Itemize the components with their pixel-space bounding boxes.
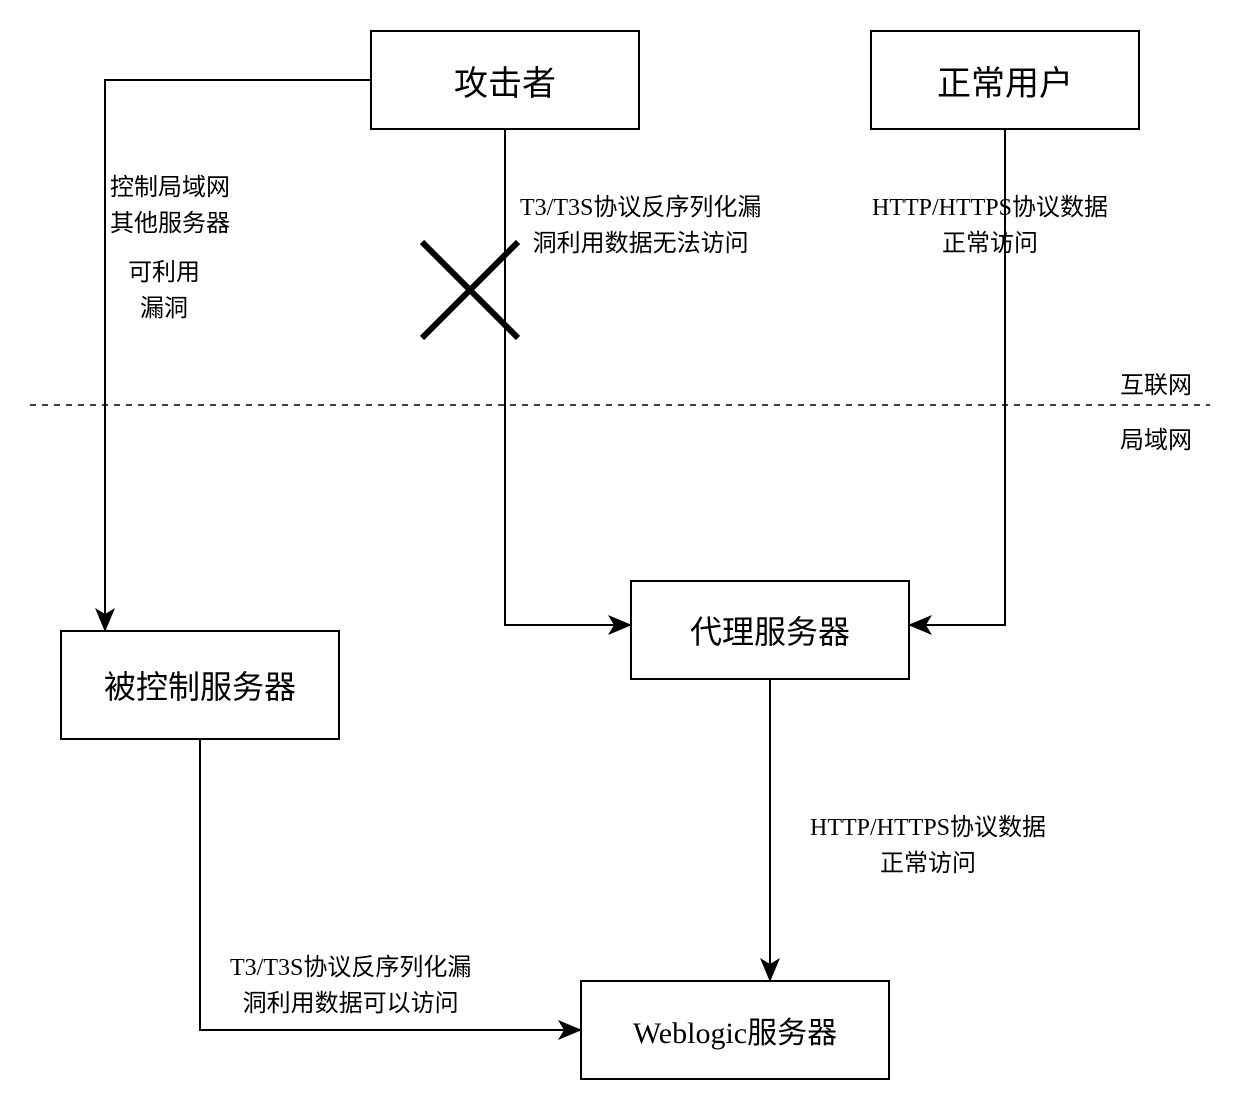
label-http-normal-bottom-line2: 正常访问 bbox=[810, 846, 1046, 882]
label-http-normal-top-line1: HTTP/HTTPS协议数据 bbox=[860, 190, 1120, 226]
zone-internet: 互联网 bbox=[1120, 365, 1192, 400]
label-lan-control-line2: 其他服务器 bbox=[110, 206, 230, 242]
label-http-normal-bottom: HTTP/HTTPS协议数据 正常访问 bbox=[810, 810, 1046, 882]
label-t3-accessible-line2: 洞利用数据可以访问 bbox=[230, 986, 471, 1022]
label-t3-blocked: T3/T3S协议反序列化漏 洞利用数据无法访问 bbox=[520, 190, 761, 262]
node-normal-user-label: 正常用户 bbox=[937, 56, 1073, 105]
node-proxy-server-label: 代理服务器 bbox=[690, 607, 850, 653]
node-controlled-server: 被控制服务器 bbox=[60, 630, 340, 740]
label-lan-control-line1: 控制局域网 bbox=[110, 170, 230, 206]
label-t3-accessible: T3/T3S协议反序列化漏 洞利用数据可以访问 bbox=[230, 950, 471, 1022]
zone-internet-label: 互联网 bbox=[1120, 373, 1192, 399]
label-exploitable: 可利用 漏洞 bbox=[128, 255, 200, 327]
edge-attacker-to-lan bbox=[105, 80, 370, 630]
node-weblogic-server-label: Weblogic服务器 bbox=[633, 1008, 837, 1052]
node-weblogic-server: Weblogic服务器 bbox=[580, 980, 890, 1080]
label-lan-control: 控制局域网 其他服务器 bbox=[110, 170, 230, 242]
label-http-normal-top-line2: 正常访问 bbox=[860, 226, 1120, 262]
zone-lan-label: 局域网 bbox=[1120, 428, 1192, 454]
node-proxy-server: 代理服务器 bbox=[630, 580, 910, 680]
label-t3-blocked-line1: T3/T3S协议反序列化漏 bbox=[520, 190, 761, 226]
cross-icon bbox=[422, 242, 518, 338]
label-t3-accessible-line1: T3/T3S协议反序列化漏 bbox=[230, 950, 471, 986]
label-http-normal-bottom-line1: HTTP/HTTPS协议数据 bbox=[810, 810, 1046, 846]
label-http-normal-top: HTTP/HTTPS协议数据 正常访问 bbox=[860, 190, 1120, 262]
label-exploitable-line2: 漏洞 bbox=[128, 291, 200, 327]
node-attacker-label: 攻击者 bbox=[454, 56, 556, 105]
zone-lan: 局域网 bbox=[1120, 420, 1192, 455]
node-normal-user: 正常用户 bbox=[870, 30, 1140, 130]
diagram-overlay bbox=[0, 0, 1240, 1114]
label-exploitable-line1: 可利用 bbox=[128, 255, 200, 291]
node-attacker: 攻击者 bbox=[370, 30, 640, 130]
label-t3-blocked-line2: 洞利用数据无法访问 bbox=[520, 226, 761, 262]
node-controlled-server-label: 被控制服务器 bbox=[104, 662, 296, 708]
